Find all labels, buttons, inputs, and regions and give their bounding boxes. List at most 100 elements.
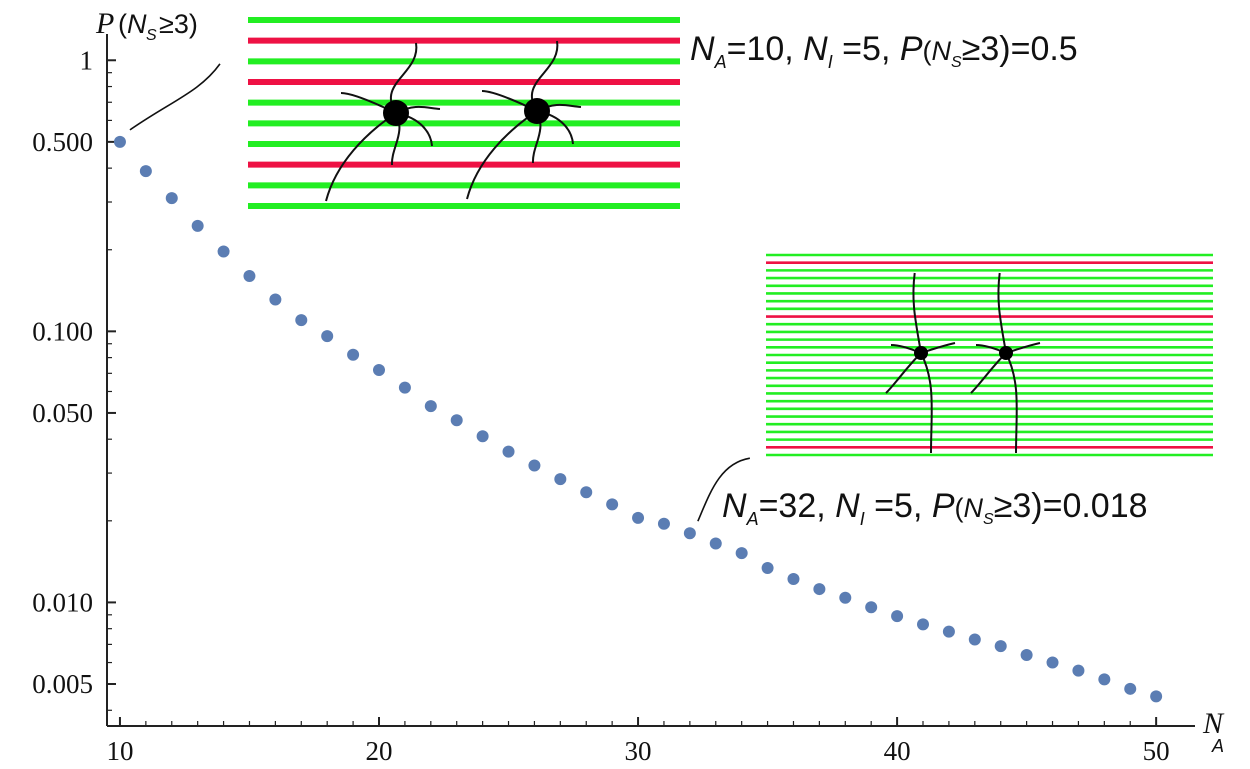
data-point <box>606 498 619 511</box>
data-point <box>580 486 593 499</box>
x-tick-label: 10 <box>106 736 133 766</box>
y-axis-title: P ( N S ≥3) <box>95 7 198 44</box>
x-tick-label: 40 <box>884 736 911 766</box>
data-point <box>373 364 385 377</box>
neuron-dendrite <box>997 272 1007 354</box>
annotation-1-p: P <box>900 30 923 68</box>
data-point <box>1046 656 1059 669</box>
x-tick-label: 50 <box>1143 736 1170 766</box>
annotation-1-n2: N <box>803 30 828 68</box>
x-axis-title: N A <box>1202 707 1225 756</box>
inset-1 <box>248 17 680 209</box>
annotation-1-paren: ( <box>923 36 932 66</box>
data-point <box>502 445 515 458</box>
data-point <box>1072 664 1085 677</box>
y-tick-label: 0.005 <box>32 669 93 699</box>
x-axis-title-n: N <box>1202 707 1225 740</box>
data-point <box>398 381 411 394</box>
data-point <box>269 293 282 306</box>
y-tick-label: 0.500 <box>32 127 93 157</box>
neuron-soma <box>914 346 928 360</box>
data-point <box>632 511 645 524</box>
x-tick-label: 20 <box>366 736 393 766</box>
annotation-1-tail: ≥3)=0.5 <box>962 30 1078 68</box>
data-point <box>787 573 800 586</box>
annotation-2-sub2: I <box>860 509 865 529</box>
leader-line-1 <box>129 63 221 131</box>
annotation-1-mid1: =10, <box>727 30 804 68</box>
data-point <box>476 430 489 443</box>
neuron-sketch <box>885 272 956 454</box>
annotation-1-sub1: A <box>714 52 727 72</box>
y-axis-title-sub: S <box>146 27 157 44</box>
neuron-soma <box>383 100 409 126</box>
data-point <box>709 537 722 550</box>
data-point <box>865 601 878 614</box>
data-point <box>243 270 256 283</box>
inset-2 <box>766 253 1213 457</box>
neuron-sketch <box>466 40 582 200</box>
data-point <box>1150 690 1163 703</box>
leader-line-2 <box>697 457 750 522</box>
annotation-2-n2: N <box>835 487 860 525</box>
y-axis-title-p: P <box>95 7 114 40</box>
data-point <box>994 640 1007 653</box>
data-point <box>528 459 541 472</box>
data-point <box>917 618 929 631</box>
data-point <box>217 245 230 258</box>
annotation-2-mid1: =32, <box>759 487 836 525</box>
data-point <box>113 135 126 148</box>
data-point <box>683 527 696 540</box>
insets <box>248 17 1213 457</box>
data-points <box>113 135 1163 703</box>
y-tick-label: 0.050 <box>32 398 93 428</box>
y-axis-title-var: N <box>127 9 147 39</box>
data-point <box>347 348 360 361</box>
neuron-sketch <box>325 42 441 202</box>
annotation-1-mid3: =5, <box>833 30 900 68</box>
data-point <box>450 414 463 427</box>
y-tick-label: 0.010 <box>32 587 93 617</box>
y-axis-title-suffix: ≥3) <box>159 9 198 39</box>
neuron-soma <box>999 346 1013 360</box>
neuron-dendrite <box>1005 352 1018 454</box>
data-point <box>1098 673 1111 686</box>
data-point <box>735 547 748 560</box>
y-tick-label: 1 <box>80 45 94 75</box>
data-point <box>942 625 955 638</box>
neuron-sketch <box>970 272 1041 454</box>
neuron-dendrite <box>912 272 922 354</box>
data-point <box>657 517 670 530</box>
data-point <box>191 219 204 232</box>
data-point <box>839 591 852 604</box>
annotation-1: NA=10, NI =5, P(NS≥3)=0.5 <box>690 30 1078 72</box>
x-axis-title-sub: A <box>1211 736 1224 756</box>
data-point <box>761 561 774 574</box>
data-point <box>968 633 981 646</box>
y-axis-title-paren: ( <box>118 9 127 39</box>
data-point <box>813 583 826 596</box>
annotation-2-mid3: =5, <box>865 487 932 525</box>
annotation-2: NA=32, NI =5, P(NS≥3)=0.018 <box>722 487 1148 529</box>
neuron-soma <box>524 98 550 124</box>
annotation-1-ns: N <box>932 36 952 66</box>
data-point <box>165 192 178 205</box>
data-point <box>1020 648 1033 661</box>
annotation-2-p: P <box>932 487 955 525</box>
neuron-dendrite <box>920 352 933 454</box>
data-point <box>1124 682 1137 695</box>
annotation-2-n: N <box>722 487 747 525</box>
annotation-2-tail: ≥3)=0.018 <box>994 487 1148 525</box>
x-tick-label: 30 <box>625 736 652 766</box>
axis-ticks: 10 20 30 40 50 1 0.500 0.100 0.050 0.010 0.005 <box>32 45 1169 766</box>
annotation-2-sub3: S <box>983 511 994 528</box>
annotation-2-paren: ( <box>955 493 964 523</box>
data-point <box>295 314 308 327</box>
data-point <box>139 165 152 178</box>
annotation-1-sub2: I <box>828 52 833 72</box>
data-point <box>554 473 567 486</box>
annotation-1-n: N <box>690 30 715 68</box>
annotation-2-ns: N <box>964 493 984 523</box>
annotation-2-sub1: A <box>746 509 759 529</box>
